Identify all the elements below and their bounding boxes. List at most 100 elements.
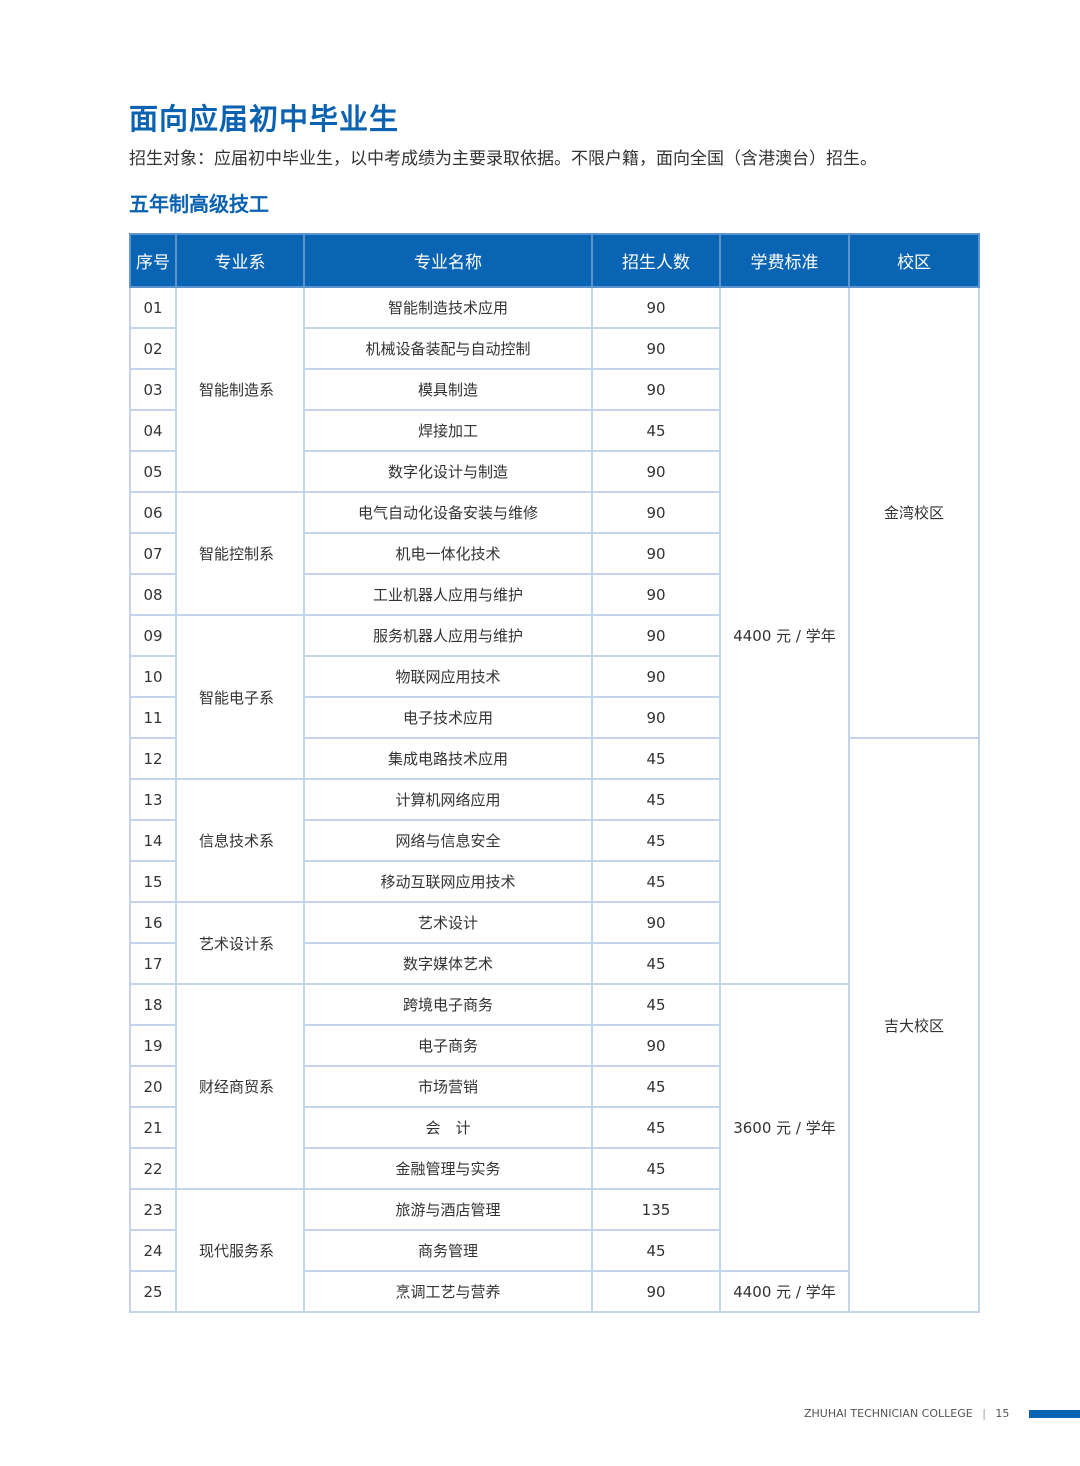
department-cell: 信息技术系 (175, 778, 305, 903)
row-number: 09 (129, 614, 177, 657)
fee-cell: 3600 元 / 学年 (719, 983, 850, 1272)
header-fee: 学费标准 (719, 233, 850, 288)
row-number: 18 (129, 983, 177, 1026)
table-row: 13 信息技术系 计算机网络应用 45 (129, 778, 979, 903)
page-title: 面向应届初中毕业生 (129, 102, 400, 136)
table-row: 23 现代服务系 旅游与酒店管理 135 (129, 1188, 979, 1313)
row-number: 01 (129, 286, 177, 329)
table-row: 09 智能电子系 服务机器人应用与维护 90 (129, 614, 979, 780)
table-row: 17 数字媒体艺术 45 (129, 942, 979, 985)
department-cell: 智能控制系 (175, 491, 305, 616)
major-name: 商务管理 (303, 1229, 593, 1272)
row-number: 07 (129, 532, 177, 575)
quota: 90 (591, 696, 721, 739)
row-number: 13 (129, 778, 177, 821)
major-name: 市场营销 (303, 1065, 593, 1108)
table-row: 01 智能制造系 智能制造技术应用 90 4400 元 / 学年 金湾校区 (129, 286, 980, 985)
department-cell: 智能电子系 (175, 614, 305, 780)
row-number: 19 (129, 1024, 177, 1067)
row-number: 02 (129, 327, 177, 370)
table-row: 03 模具制造 90 (129, 368, 979, 411)
table-row: 16 艺术设计系 艺术设计 90 (129, 901, 979, 985)
major-name: 网络与信息安全 (303, 819, 593, 862)
table-row: 08 工业机器人应用与维护 90 (129, 573, 979, 616)
table-row: 14 网络与信息安全 45 (129, 819, 979, 862)
major-name: 计算机网络应用 (303, 778, 593, 821)
footer-college: ZHUHAI TECHNICIAN COLLEGE (804, 1407, 973, 1420)
table-header-row: 序号 专业系 专业名称 招生人数 学费标准 校区 (129, 233, 980, 288)
row-number: 05 (129, 450, 177, 493)
major-name: 焊接加工 (303, 409, 593, 452)
table-row: 06 智能控制系 电气自动化设备安装与维修 90 (129, 491, 979, 616)
table-row: 19 电子商务 90 (129, 1024, 979, 1067)
major-name: 工业机器人应用与维护 (303, 573, 593, 616)
quota: 45 (591, 409, 721, 452)
page-number: 15 (995, 1407, 1010, 1420)
row-number: 25 (129, 1270, 177, 1313)
header-quota: 招生人数 (591, 233, 721, 288)
table-row: 05 数字化设计与制造 90 (129, 450, 979, 493)
department-cell: 财经商贸系 (175, 983, 305, 1190)
table-row: 04 焊接加工 45 (129, 409, 979, 452)
major-name: 电气自动化设备安装与维修 (303, 491, 593, 534)
row-number: 23 (129, 1188, 177, 1231)
major-name: 数字媒体艺术 (303, 942, 593, 985)
quota: 90 (591, 901, 721, 944)
quota: 90 (591, 491, 721, 534)
footer: ZHUHAI TECHNICIAN COLLEGE | 15 (804, 1407, 1009, 1420)
table-row: 20 市场营销 45 (129, 1065, 979, 1108)
quota: 90 (591, 450, 721, 493)
row-number: 14 (129, 819, 177, 862)
quota: 45 (591, 983, 721, 1026)
table-row: 18 财经商贸系 跨境电子商务 45 3600 元 / 学年 (129, 983, 979, 1272)
campus-cell: 金湾校区 (848, 286, 980, 739)
row-number: 06 (129, 491, 177, 534)
footer-accent-bar (1029, 1410, 1080, 1418)
table-row: 12 集成电路技术应用 45 吉大校区 (129, 737, 980, 1313)
table-row: 10 物联网应用技术 90 (129, 655, 979, 698)
header-campus: 校区 (848, 233, 980, 288)
major-name: 集成电路技术应用 (303, 737, 593, 780)
table-row: 24 商务管理 45 (129, 1229, 979, 1272)
header-major: 专业名称 (303, 233, 593, 288)
row-number: 12 (129, 737, 177, 780)
row-number: 22 (129, 1147, 177, 1190)
quota: 90 (591, 573, 721, 616)
fee-cell: 4400 元 / 学年 (719, 286, 850, 985)
major-name: 电子商务 (303, 1024, 593, 1067)
quota: 90 (591, 368, 721, 411)
major-name: 物联网应用技术 (303, 655, 593, 698)
footer-separator: | (982, 1407, 986, 1420)
header-department: 专业系 (175, 233, 305, 288)
table-row: 07 机电一体化技术 90 (129, 532, 979, 575)
row-number: 10 (129, 655, 177, 698)
row-number: 11 (129, 696, 177, 739)
quota: 45 (591, 778, 721, 821)
major-name: 智能制造技术应用 (303, 286, 593, 329)
quota: 45 (591, 860, 721, 903)
row-number: 21 (129, 1106, 177, 1149)
major-name: 烹调工艺与营养 (303, 1270, 593, 1313)
quota: 45 (591, 1106, 721, 1149)
section-subtitle: 五年制高级技工 (129, 192, 269, 216)
row-number: 08 (129, 573, 177, 616)
major-name: 模具制造 (303, 368, 593, 411)
quota: 45 (591, 1229, 721, 1272)
major-name: 数字化设计与制造 (303, 450, 593, 493)
row-number: 16 (129, 901, 177, 944)
campus-cell: 吉大校区 (848, 737, 980, 1313)
quota: 45 (591, 737, 721, 780)
quota: 90 (591, 286, 721, 329)
major-name: 金融管理与实务 (303, 1147, 593, 1190)
table-row: 21 会 计 45 (129, 1106, 979, 1149)
major-name: 会 计 (303, 1106, 593, 1149)
department-cell: 现代服务系 (175, 1188, 305, 1313)
major-name: 机电一体化技术 (303, 532, 593, 575)
major-name: 服务机器人应用与维护 (303, 614, 593, 657)
major-name: 移动互联网应用技术 (303, 860, 593, 903)
department-cell: 艺术设计系 (175, 901, 305, 985)
header-no: 序号 (129, 233, 177, 288)
quota: 90 (591, 655, 721, 698)
quota: 90 (591, 532, 721, 575)
major-name: 艺术设计 (303, 901, 593, 944)
